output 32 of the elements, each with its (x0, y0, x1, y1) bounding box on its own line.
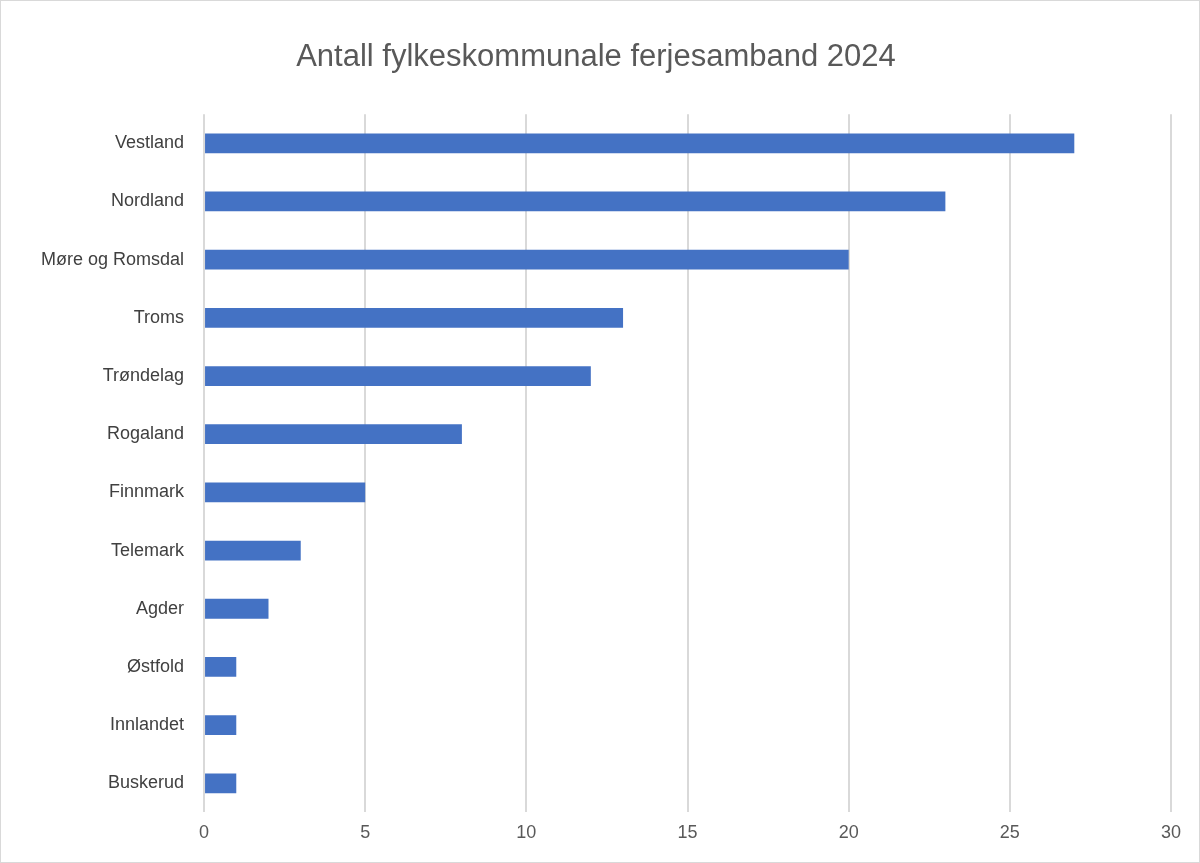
bar (205, 598, 269, 619)
y-tick-label: Innlandet (109, 714, 185, 735)
y-tick-label: Agder (136, 597, 185, 618)
y-tick-label: Finnmark (109, 481, 186, 502)
y-tick-label: Buskerud (108, 772, 185, 793)
x-tick-label: 30 (1160, 822, 1182, 843)
bar (205, 482, 366, 503)
bar (205, 366, 591, 386)
x-tick-label: 25 (999, 822, 1020, 843)
x-tick-label: 15 (677, 822, 698, 843)
bar (205, 307, 624, 328)
bar (205, 715, 237, 736)
bar (205, 191, 946, 212)
bar (205, 540, 301, 561)
y-tick-label: Østfold (127, 655, 185, 676)
bar (205, 657, 237, 677)
y-tick-label: Troms (133, 306, 185, 327)
bar (205, 424, 462, 445)
y-tick-label: Nordland (111, 190, 185, 211)
y-tick-label: Rogaland (106, 423, 185, 444)
x-tick-label: 20 (838, 822, 859, 843)
y-tick-label: Møre og Romsdal (41, 248, 185, 269)
bar (205, 133, 1075, 154)
y-tick-label: Telemark (111, 539, 186, 560)
x-tick-label: 0 (199, 822, 210, 843)
bar (205, 773, 237, 794)
x-tick-label: 10 (516, 822, 537, 843)
y-tick-label: Vestland (114, 132, 185, 153)
y-tick-label: Trøndelag (102, 364, 185, 385)
bar (205, 249, 849, 270)
chart-title: Antall fylkeskommunale ferjesamband 2024 (296, 38, 896, 74)
x-tick-label: 5 (360, 822, 371, 843)
